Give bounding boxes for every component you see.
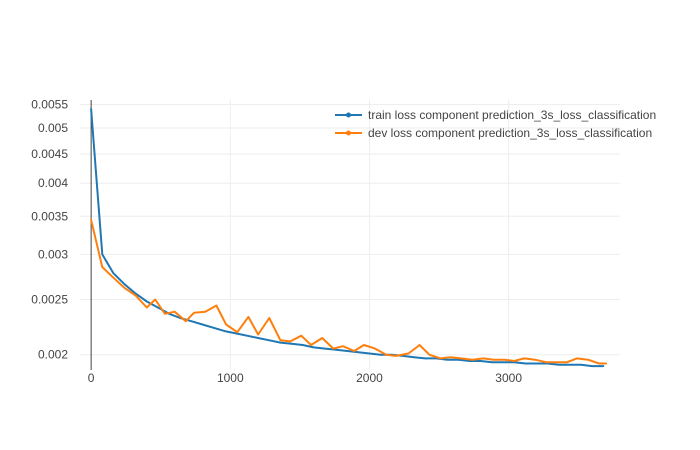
y-tick-label: 0.003 [38, 247, 68, 261]
legend-item-dev[interactable]: dev loss component prediction_3s_loss_cl… [335, 126, 652, 140]
legend: train loss component prediction_3s_loss_… [335, 108, 656, 140]
x-tick-label: 0 [88, 371, 95, 385]
x-tick-label: 3000 [495, 371, 522, 385]
y-tick-label: 0.0035 [31, 209, 68, 223]
legend-label-train: train loss component prediction_3s_loss_… [368, 108, 656, 122]
grid-lines [80, 100, 620, 370]
y-tick-label: 0.004 [38, 176, 68, 190]
y-tick-label: 0.0055 [31, 97, 68, 111]
legend-marker-train [346, 112, 351, 118]
y-tick-label: 0.002 [38, 348, 68, 362]
train-loss-line[interactable] [90, 108, 605, 368]
x-tick-label: 1000 [217, 371, 244, 385]
tick-labels: 0.002 0.0025 0.003 0.0035 0.004 0.0045 0.005 0.… [31, 97, 522, 385]
legend-marker-dev [346, 130, 351, 136]
legend-label-dev: dev loss component prediction_3s_loss_cl… [368, 126, 652, 140]
dev-loss-line[interactable] [90, 218, 608, 365]
x-tick-label: 2000 [356, 371, 383, 385]
legend-item-train[interactable]: train loss component prediction_3s_loss_… [335, 108, 656, 122]
y-tick-label: 0.0025 [31, 292, 68, 306]
y-tick-label: 0.0045 [31, 147, 68, 161]
y-tick-label: 0.005 [38, 121, 68, 135]
series-lines [90, 108, 608, 368]
